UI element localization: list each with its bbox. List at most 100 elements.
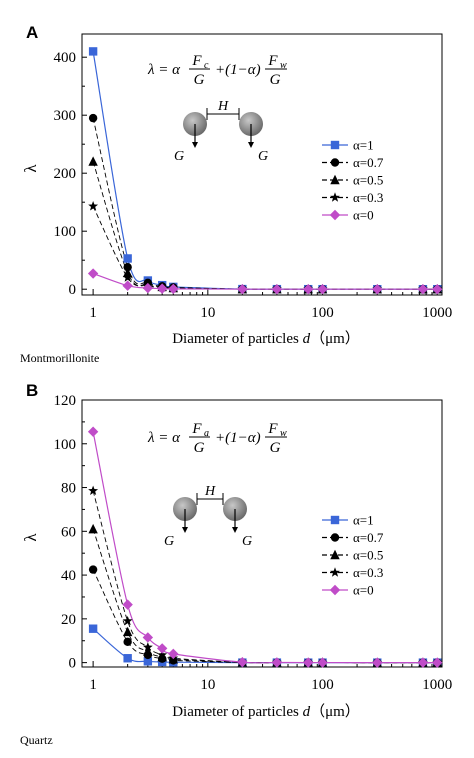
legend-marker: [330, 192, 340, 202]
x-tick-label: 1: [89, 677, 97, 693]
y-tick-label: 100: [54, 224, 77, 240]
y-tick-label: 120: [54, 393, 77, 409]
y-tick-label: 60: [61, 524, 76, 540]
data-point-series-2: [122, 626, 133, 637]
y-tick-label: 20: [61, 612, 76, 628]
data-point-series-4: [122, 599, 133, 610]
formula-mid: +(1−α): [215, 62, 261, 78]
formula-lhs: λ = α: [147, 430, 181, 446]
data-point-series-2: [88, 523, 98, 534]
y-tick-label: 40: [61, 568, 76, 584]
x-axis-title-text: Diameter of particles: [172, 704, 302, 720]
legend-entry-label: α=0.7: [353, 155, 384, 170]
data-point-series-4: [372, 284, 383, 295]
panel-caption: Quartz: [20, 733, 53, 747]
legend: α=1 α=0.7 α=0.5 α=0.3 α=0: [322, 513, 384, 598]
left-gravity-label: G: [164, 534, 174, 549]
data-point-series-3: [122, 615, 133, 626]
data-point-series-4: [122, 280, 133, 291]
data-point-series-1: [88, 565, 98, 574]
data-point-series-3: [88, 201, 99, 211]
chart-panel-a: A 0 100 200 300 400 1 10 100 1000 Diameter of part…: [20, 23, 452, 365]
data-point-series-3: [122, 272, 133, 282]
formula-frac2-num: F: [267, 53, 278, 69]
legend-entry-label: α=0: [353, 583, 374, 598]
formula-mid: +(1−α): [215, 430, 261, 446]
legend-entry-label: α=0.5: [353, 173, 383, 188]
data-point-series-2: [88, 156, 98, 166]
y-tick-label: 100: [54, 437, 77, 453]
data-point-series-4: [156, 643, 168, 654]
series-line-0: [92, 51, 438, 290]
plot-frame: [81, 399, 443, 668]
data-point-series-4: [303, 283, 314, 295]
data-point-series-4: [317, 657, 328, 668]
legend-entry-label: α=0.3: [353, 565, 383, 580]
data-point-series-1: [123, 637, 132, 647]
gravity-arrowhead: [182, 527, 188, 533]
x-axis-title-unit: （μm）: [310, 330, 360, 347]
legend-marker: [330, 515, 340, 525]
gap-label: H: [217, 99, 229, 114]
x-tick-label: 10: [200, 305, 215, 321]
formula-frac1-sub: c: [204, 60, 209, 71]
x-axis-title-variable: d: [303, 331, 311, 347]
y-tick-label: 200: [54, 166, 77, 182]
formula-lhs: λ = α: [147, 62, 181, 78]
left-gravity-label: G: [174, 149, 184, 164]
data-point-series-2: [143, 646, 153, 656]
legend-marker: [330, 158, 340, 167]
y-tick-label: 300: [54, 108, 77, 124]
x-axis-title: Diameter of particles d（μm）: [172, 703, 360, 720]
y-tick-label: 0: [69, 282, 77, 298]
legend-marker: [330, 533, 340, 542]
plot-frame: [81, 33, 443, 296]
y-axis-title: λ: [21, 164, 40, 173]
legend-marker: [330, 549, 340, 560]
gravity-arrowhead: [232, 527, 238, 533]
series-line-2: [92, 161, 438, 290]
x-tick-label: 100: [311, 305, 334, 321]
data-point-series-4: [432, 284, 443, 295]
data-point-series-0: [143, 657, 153, 666]
data-point-series-1: [88, 113, 98, 123]
x-tick-label: 10: [200, 677, 215, 693]
formula-frac1-sub: a: [204, 428, 209, 439]
x-tick-label: 1: [89, 305, 97, 321]
legend-marker: [330, 174, 340, 185]
data-point-series-4: [417, 284, 429, 295]
legend-entry-label: α=0.5: [353, 548, 383, 563]
formula-frac2-den: G: [270, 72, 281, 88]
data-point-series-3: [157, 649, 168, 660]
data-point-series-4: [237, 283, 248, 295]
x-tick-label: 100: [311, 677, 334, 693]
y-tick-label: 0: [69, 656, 77, 672]
formula-frac1-den: G: [194, 72, 205, 88]
data-point-series-0: [123, 254, 132, 263]
data-point-series-4: [417, 657, 429, 668]
legend-marker: [330, 140, 340, 150]
data-point-series-4: [317, 283, 328, 295]
gap-label: H: [204, 484, 216, 499]
gravity-arrowhead: [248, 142, 254, 148]
data-point-series-4: [156, 283, 168, 294]
formula-frac2-sub: w: [280, 60, 287, 71]
formula-frac1-den: G: [194, 440, 205, 456]
legend-marker: [329, 584, 341, 596]
data-point-series-4: [142, 282, 154, 294]
panel-letter: A: [26, 23, 38, 42]
formula-frac2-den: G: [270, 440, 281, 456]
legend-marker: [329, 209, 341, 221]
legend-entry-label: α=1: [353, 513, 374, 528]
data-point-series-4: [87, 426, 99, 437]
series-line-1: [92, 117, 438, 290]
right-gravity-label: G: [258, 149, 268, 164]
formula-frac1-num: F: [191, 53, 202, 69]
data-point-series-3: [88, 485, 99, 496]
data-point-series-4: [432, 657, 443, 668]
series-line-1: [92, 569, 438, 664]
formula-frac2-num: F: [267, 421, 278, 437]
legend: α=1 α=0.7 α=0.5 α=0.3 α=0: [322, 138, 384, 223]
data-point-series-0: [88, 624, 98, 633]
